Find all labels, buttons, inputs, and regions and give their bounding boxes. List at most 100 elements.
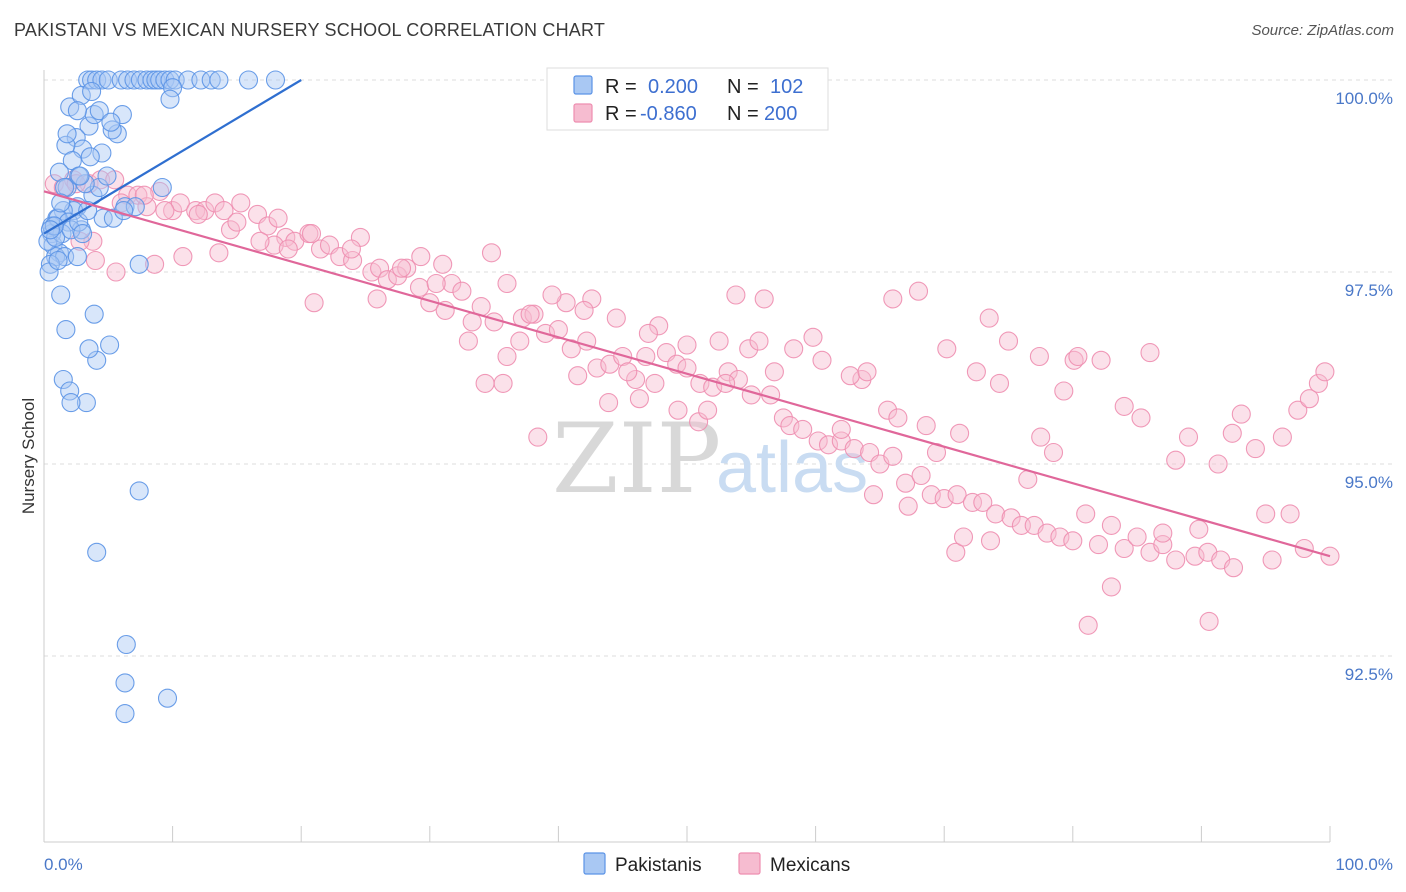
mexicans-point xyxy=(452,281,472,301)
mexicans-point xyxy=(155,201,175,221)
mexicans-point xyxy=(1153,523,1173,543)
mexicans-point xyxy=(739,339,759,359)
bottom-legend-swatch-mexicans xyxy=(738,852,761,875)
pakistanis-point xyxy=(48,250,68,271)
x-tick-labels: 0.0% 100.0% xyxy=(44,855,1393,874)
mexicans-point xyxy=(1245,439,1265,459)
pakistanis-point xyxy=(103,208,123,228)
mexicans-point xyxy=(698,400,718,420)
mexicans-point xyxy=(966,362,986,382)
pakistanis-point xyxy=(57,124,77,144)
mexicans-point xyxy=(330,247,350,267)
mexicans-point xyxy=(645,373,665,393)
mexicans-point xyxy=(542,285,562,305)
mexicans-point xyxy=(170,193,190,213)
mexicans-point xyxy=(1029,346,1049,367)
mexicans-point xyxy=(1185,546,1205,566)
pakistanis-point xyxy=(79,339,99,359)
mexicans-point xyxy=(1037,523,1057,543)
mexicans-point xyxy=(481,243,502,263)
pakistanis-point xyxy=(76,393,96,413)
mexicans-point xyxy=(718,362,738,382)
mexicans-point xyxy=(209,243,229,263)
mexicans-point xyxy=(85,250,105,271)
watermark-zip: ZIP xyxy=(552,403,721,515)
grid-lines xyxy=(44,79,1393,657)
mexicans-point xyxy=(979,308,999,328)
pakistanis-point xyxy=(114,201,134,221)
mexicans-point xyxy=(397,258,417,278)
pakistanis-point xyxy=(102,120,122,140)
pakistanis-point xyxy=(157,688,178,708)
mexicans-point xyxy=(749,331,769,351)
pakistanis-point xyxy=(87,70,107,90)
legend-swatch-mexicans xyxy=(573,103,593,123)
mexicans-point xyxy=(1076,504,1096,524)
x-tick-label-max: 100.0% xyxy=(1335,855,1393,874)
pakistanis-point xyxy=(71,85,91,105)
mexicans-point xyxy=(1315,362,1335,382)
mexicans-point xyxy=(863,485,884,505)
mexicans-point xyxy=(173,247,193,267)
bottom-legend-swatch-pakistanis xyxy=(583,852,606,875)
legend-swatch-pakistanis xyxy=(573,75,593,95)
legend-frame xyxy=(546,67,829,131)
mexicans-point xyxy=(227,212,247,232)
mexicans-point xyxy=(857,362,877,382)
mexicans-point xyxy=(391,258,412,278)
pakistanis-point xyxy=(92,143,112,163)
watermark-atlas: atlas xyxy=(716,428,868,508)
mexicans-point xyxy=(278,239,298,259)
pakistanis-point xyxy=(89,101,109,121)
mexicans-point xyxy=(520,304,540,324)
mexicans-point xyxy=(1127,527,1147,547)
pakistanis-point xyxy=(82,70,102,90)
mexicans-point xyxy=(896,473,916,493)
pakistanis-point xyxy=(84,304,104,324)
mexicans-point xyxy=(1064,350,1084,370)
mexicans-point xyxy=(1088,535,1109,555)
pakistanis-point xyxy=(129,254,149,274)
mexicans-point xyxy=(137,197,157,217)
pakistanis-point xyxy=(163,78,183,98)
watermark: ZIP atlas xyxy=(552,403,868,515)
mexicans-point xyxy=(1001,508,1021,528)
mexicans-point xyxy=(947,485,967,505)
mexicans-point xyxy=(1078,615,1098,635)
mexicans-point xyxy=(188,204,208,224)
mexicans-point xyxy=(301,224,322,244)
mexicans-point xyxy=(618,362,638,382)
pakistanis-point xyxy=(112,105,132,125)
mexicans-point xyxy=(1223,558,1244,578)
pakistanis-point xyxy=(101,112,121,132)
mexicans-point xyxy=(510,331,530,351)
mexicans-point xyxy=(883,289,903,309)
mexicans-point xyxy=(574,300,594,320)
mexicans-point xyxy=(1208,454,1228,474)
mexicans-point xyxy=(409,277,430,297)
pakistanis-point xyxy=(115,673,135,693)
mexicans-point xyxy=(950,423,970,443)
legend-box: R = 0.200 N = 102 R = -0.860 N = 200 xyxy=(546,67,829,131)
mexicans-point xyxy=(220,220,241,240)
mexicans-point xyxy=(1050,527,1070,547)
pakistanis-point xyxy=(67,247,87,267)
mexicans-point xyxy=(764,362,784,382)
mexicans-point xyxy=(214,201,234,221)
y-axis-label: Nursery School xyxy=(19,398,38,514)
mexicans-point xyxy=(606,308,626,328)
pakistanis-point xyxy=(56,320,76,340)
mexicans-point xyxy=(883,446,903,466)
pakistanis-point xyxy=(125,197,145,217)
pakistanis-points xyxy=(38,70,286,724)
mexicans-point xyxy=(1140,343,1160,363)
mexicans-point xyxy=(264,235,284,255)
mexicans-point xyxy=(497,273,517,294)
mexicans-point xyxy=(1288,400,1308,420)
y-tick-label: 100.0% xyxy=(1335,89,1393,108)
mexicans-point xyxy=(106,262,126,282)
mexicans-point xyxy=(587,358,607,378)
mexicans-point xyxy=(808,431,828,451)
mexicans-point xyxy=(367,289,387,309)
legend-r-label-1: R = xyxy=(605,76,637,98)
